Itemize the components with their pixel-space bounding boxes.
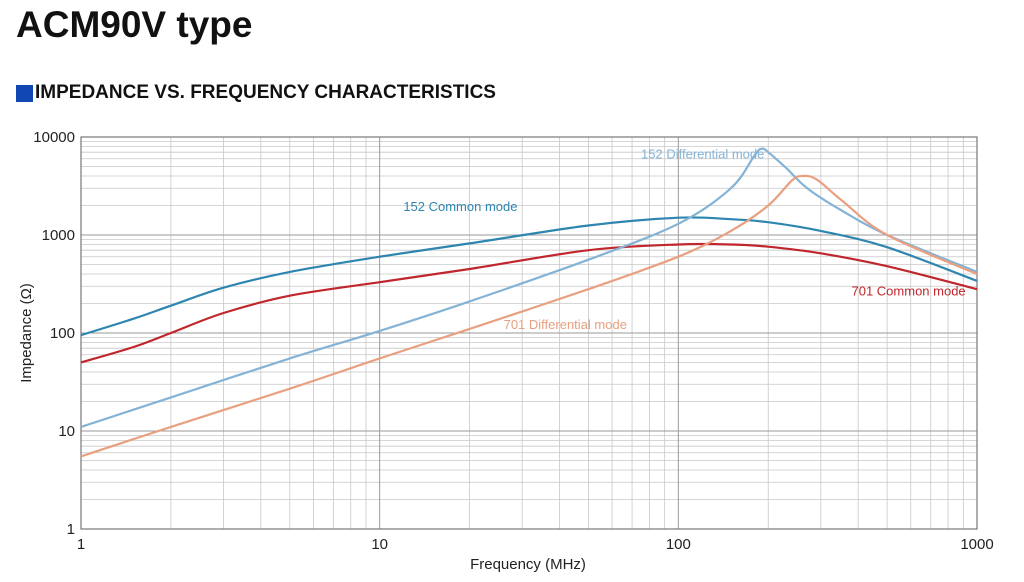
x-axis-label: Frequency (MHz) bbox=[470, 556, 586, 573]
series-line-701-differential-mode bbox=[80, 174, 978, 458]
page-title: ACM90V type bbox=[16, 4, 253, 45]
y-axis-label: Impedance (Ω) bbox=[18, 283, 35, 383]
y-tick-label: 1 bbox=[67, 521, 75, 538]
series-label: 701 Differential mode bbox=[504, 317, 627, 332]
series-label: 152 Common mode bbox=[403, 199, 517, 214]
series-line-701-common-mode bbox=[80, 242, 978, 364]
y-tick-label: 1000 bbox=[42, 227, 75, 244]
x-tick-label: 10 bbox=[371, 536, 388, 553]
series-label: 701 Common mode bbox=[851, 284, 965, 299]
y-tick-label: 10 bbox=[58, 423, 75, 440]
series-label: 152 Differential mode bbox=[641, 147, 764, 162]
series-line-152-differential-mode bbox=[80, 147, 978, 428]
section-heading: IMPEDANCE VS. FREQUENCY CHARACTERISTICS bbox=[16, 82, 496, 104]
x-tick-label: 100 bbox=[666, 536, 691, 553]
x-tick-label: 1 bbox=[77, 536, 85, 553]
plot-frame bbox=[80, 136, 978, 530]
y-tick-label: 10000 bbox=[33, 129, 75, 146]
y-tick-label: 100 bbox=[50, 325, 75, 342]
section-marker-icon bbox=[16, 84, 33, 102]
section-heading-text: IMPEDANCE VS. FREQUENCY CHARACTERISTICS bbox=[35, 82, 496, 103]
series-line-152-common-mode bbox=[80, 216, 978, 337]
x-tick-label: 1000 bbox=[960, 536, 993, 553]
